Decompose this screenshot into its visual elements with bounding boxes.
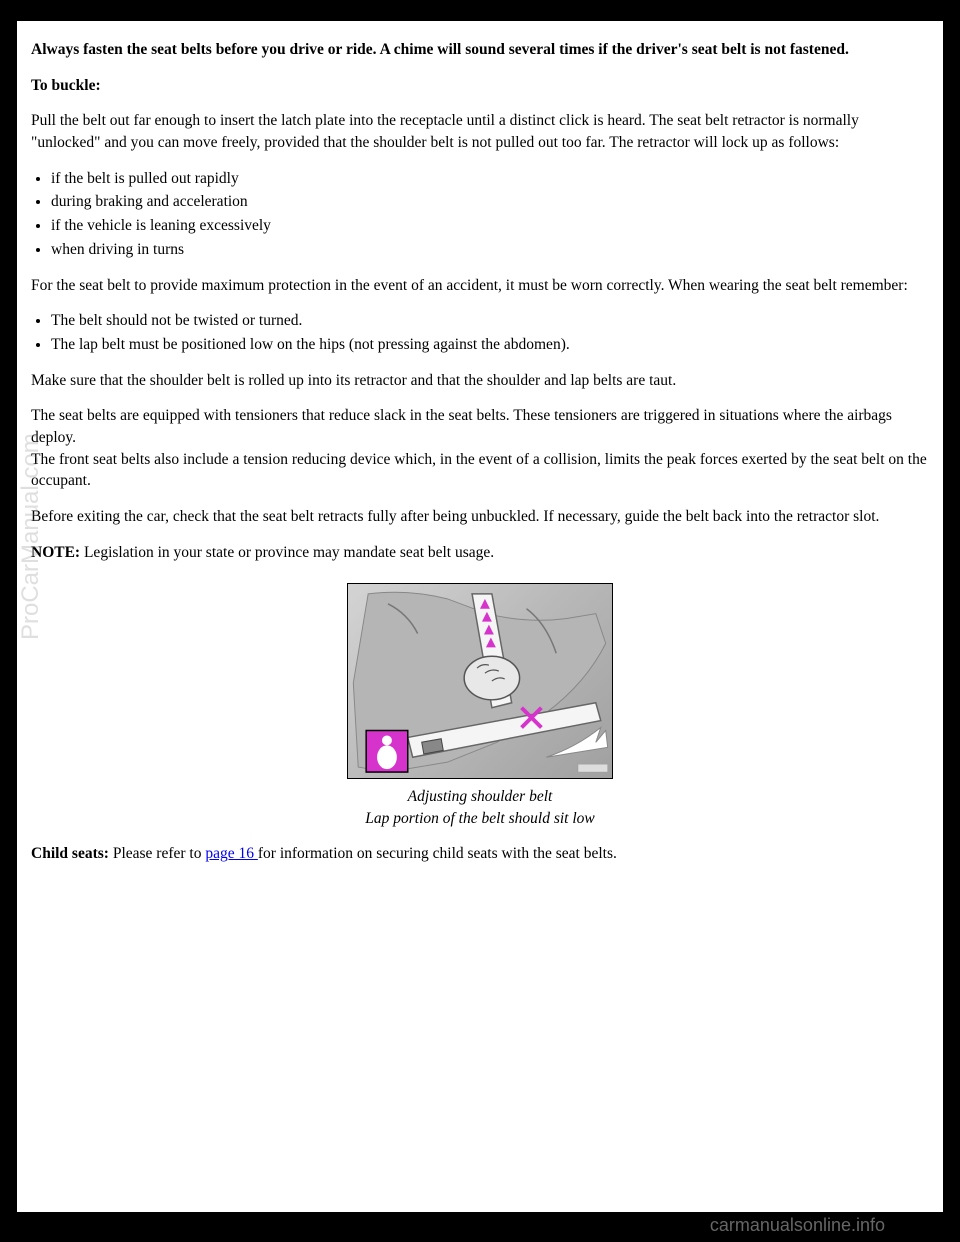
list-item: when driving in turns xyxy=(51,239,929,261)
watermark-bottom: carmanualsonline.info xyxy=(710,1215,885,1236)
exiting-paragraph: Before exiting the car, check that the s… xyxy=(31,506,929,528)
note-text: Legislation in your state or province ma… xyxy=(80,544,494,561)
child-seats-label: Child seats: xyxy=(31,845,109,862)
child-seats-paragraph: Child seats: Please refer to page 16 for… xyxy=(31,843,929,865)
list-item: The belt should not be twisted or turned… xyxy=(51,310,929,332)
list-item: The lap belt must be positioned low on t… xyxy=(51,334,929,356)
watermark-vertical: ProCarManual.com xyxy=(17,433,45,640)
image-caption-1: Adjusting shoulder belt xyxy=(31,786,929,808)
child-seats-text-2: for information on securing child seats … xyxy=(258,845,617,862)
to-buckle-heading: To buckle: xyxy=(31,75,929,97)
retractor-lock-list: if the belt is pulled out rapidly during… xyxy=(51,168,929,261)
seatbelt-illustration xyxy=(347,583,613,779)
document-page: Always fasten the seat belts before you … xyxy=(17,21,943,1212)
image-caption-2: Lap portion of the belt should sit low xyxy=(31,808,929,830)
intro-paragraph: Always fasten the seat belts before you … xyxy=(31,39,929,61)
shoulder-belt-paragraph: Make sure that the shoulder belt is roll… xyxy=(31,370,929,392)
page-16-link[interactable]: page 16 xyxy=(205,845,258,862)
protection-paragraph: For the seat belt to provide maximum pro… xyxy=(31,275,929,297)
list-item: during braking and acceleration xyxy=(51,191,929,213)
image-container: Adjusting shoulder belt Lap portion of t… xyxy=(31,583,929,829)
wearing-tips-list: The belt should not be twisted or turned… xyxy=(51,310,929,355)
child-seats-text-1: Please refer to xyxy=(109,845,205,862)
note-paragraph: NOTE: Legislation in your state or provi… xyxy=(31,542,929,564)
tensioners-paragraph: The seat belts are equipped with tension… xyxy=(31,405,929,492)
list-item: if the belt is pulled out rapidly xyxy=(51,168,929,190)
buckle-instructions: Pull the belt out far enough to insert t… xyxy=(31,110,929,153)
document-content: Always fasten the seat belts before you … xyxy=(31,39,929,865)
list-item: if the vehicle is leaning excessively xyxy=(51,215,929,237)
